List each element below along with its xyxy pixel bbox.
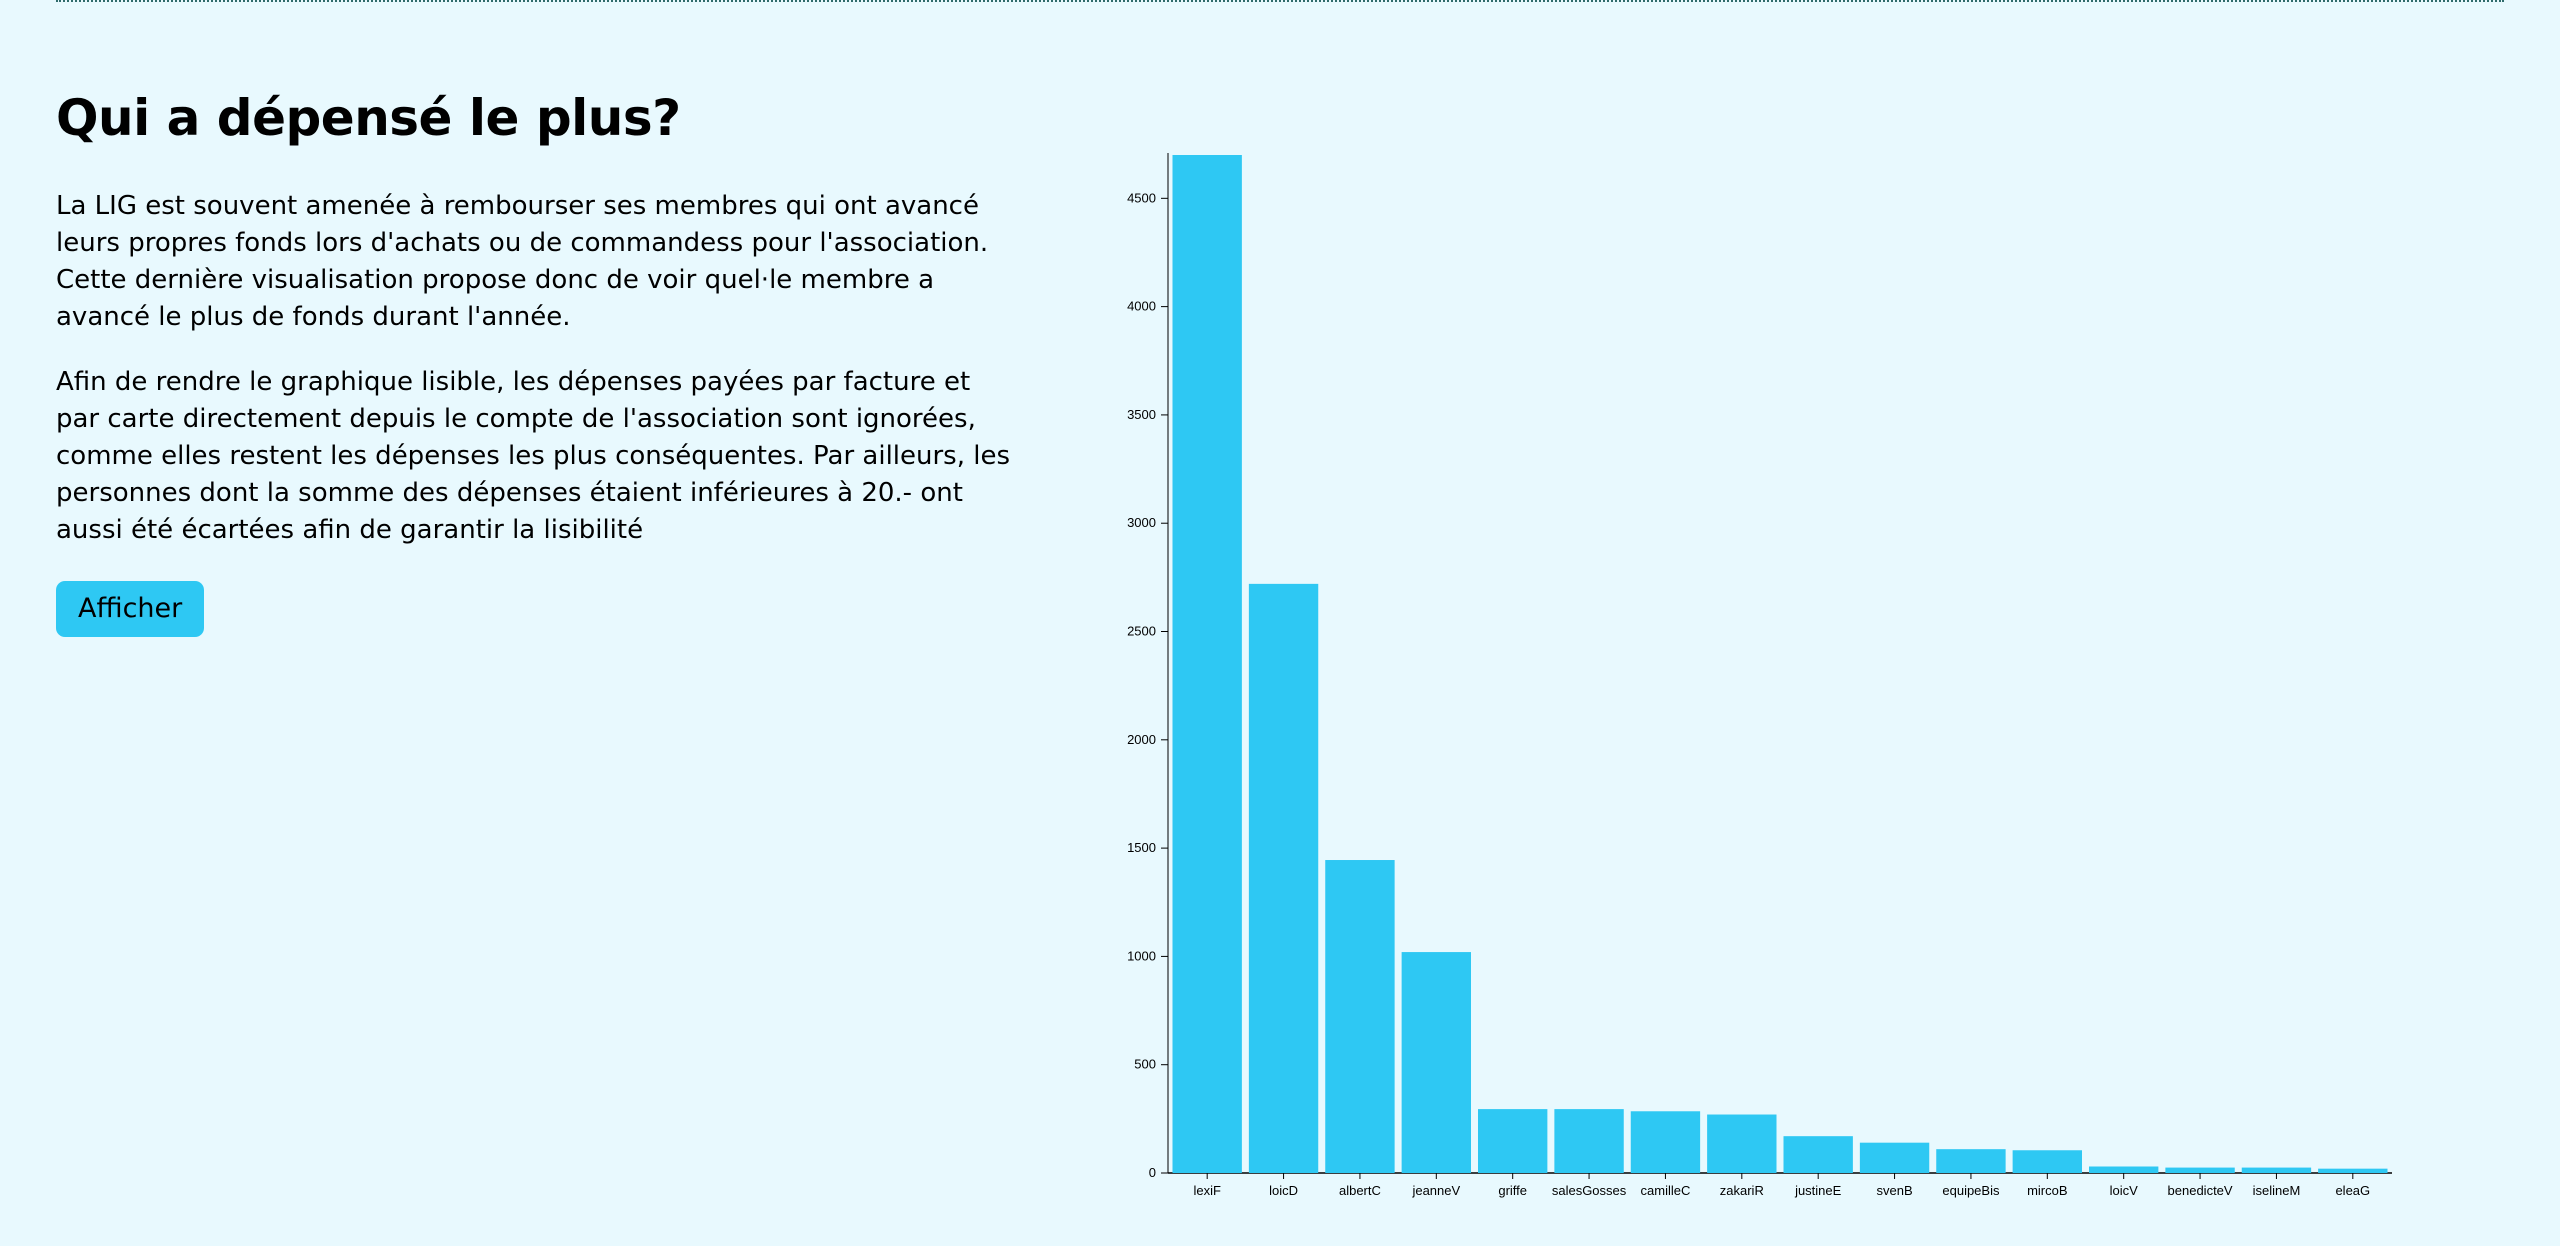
y-tick-label: 1500 bbox=[1127, 840, 1156, 855]
y-tick-label: 500 bbox=[1134, 1057, 1156, 1072]
x-tick-label: benedicteV bbox=[2168, 1183, 2233, 1198]
intro-section: Qui a dépensé le plus? La LIG est souven… bbox=[56, 78, 1016, 637]
x-tick-label: mircoB bbox=[2027, 1183, 2067, 1198]
bar bbox=[1401, 952, 1471, 1173]
y-tick-label: 2000 bbox=[1127, 732, 1156, 747]
x-tick-label: griffe bbox=[1498, 1183, 1527, 1198]
y-tick-label: 2500 bbox=[1127, 624, 1156, 639]
x-tick-label: iselineM bbox=[2253, 1183, 2301, 1198]
x-tick-label: camilleC bbox=[1641, 1183, 1691, 1198]
bar bbox=[1172, 155, 1242, 1173]
x-tick-label: jeanneV bbox=[1411, 1183, 1460, 1198]
bar bbox=[1859, 1142, 1930, 1173]
y-tick-label: 0 bbox=[1149, 1165, 1156, 1180]
y-axis: 0 500 1000 1500 2000 2500 3000 3500 4000 4500 bbox=[1127, 153, 1169, 1180]
x-tick-label: zakariR bbox=[1720, 1183, 1764, 1198]
y-tick-label: 1000 bbox=[1127, 948, 1156, 963]
y-tick-label: 4500 bbox=[1127, 190, 1156, 205]
y-tick-label: 3500 bbox=[1127, 407, 1156, 422]
bar bbox=[1478, 1109, 1548, 1173]
chart-svg: 0 500 1000 1500 2000 2500 3000 3500 4000 4500 lex… bbox=[1127, 153, 2392, 1198]
bar bbox=[1325, 860, 1395, 1173]
intro-paragraph: La LIG est souvent amenée à rembourser s… bbox=[56, 191, 989, 332]
bar bbox=[1554, 1109, 1624, 1173]
bar bbox=[2165, 1167, 2235, 1173]
bar bbox=[1248, 583, 1319, 1173]
x-tick-label: svenB bbox=[1876, 1183, 1912, 1198]
x-tick-label: justineE bbox=[1794, 1183, 1842, 1198]
bar bbox=[1936, 1149, 2006, 1173]
x-tick-label: loicV bbox=[2110, 1183, 2139, 1198]
bar bbox=[2241, 1167, 2312, 1173]
bar bbox=[2318, 1168, 2388, 1173]
top-divider bbox=[56, 0, 2504, 2]
bar bbox=[2012, 1150, 2082, 1173]
page-title: Qui a dépensé le plus? bbox=[56, 89, 681, 147]
x-axis: lexiF loicD albertC jeanneV griffe salesGosse… bbox=[1168, 1172, 2392, 1198]
x-tick-label: lexiF bbox=[1193, 1183, 1221, 1198]
x-tick-label: eleaG bbox=[2335, 1183, 2370, 1198]
y-tick-label: 3000 bbox=[1127, 515, 1156, 530]
bar bbox=[1783, 1136, 1853, 1173]
bar bbox=[1707, 1114, 1777, 1173]
x-tick-label: loicD bbox=[1269, 1183, 1298, 1198]
y-tick-label: 4000 bbox=[1127, 299, 1156, 314]
bars-group bbox=[1172, 155, 2388, 1173]
bar bbox=[1630, 1111, 1701, 1173]
x-tick-label: equipeBis bbox=[1942, 1183, 2000, 1198]
bar bbox=[2089, 1166, 2159, 1173]
x-tick-label: salesGosses bbox=[1552, 1183, 1627, 1198]
method-paragraph: Afin de rendre le graphique lisible, les… bbox=[56, 367, 1011, 545]
spending-bar-chart: 0 500 1000 1500 2000 2500 3000 3500 4000 4500 lex… bbox=[1100, 130, 2520, 1240]
show-button[interactable]: Afficher bbox=[56, 581, 205, 637]
x-tick-label: albertC bbox=[1339, 1183, 1381, 1198]
